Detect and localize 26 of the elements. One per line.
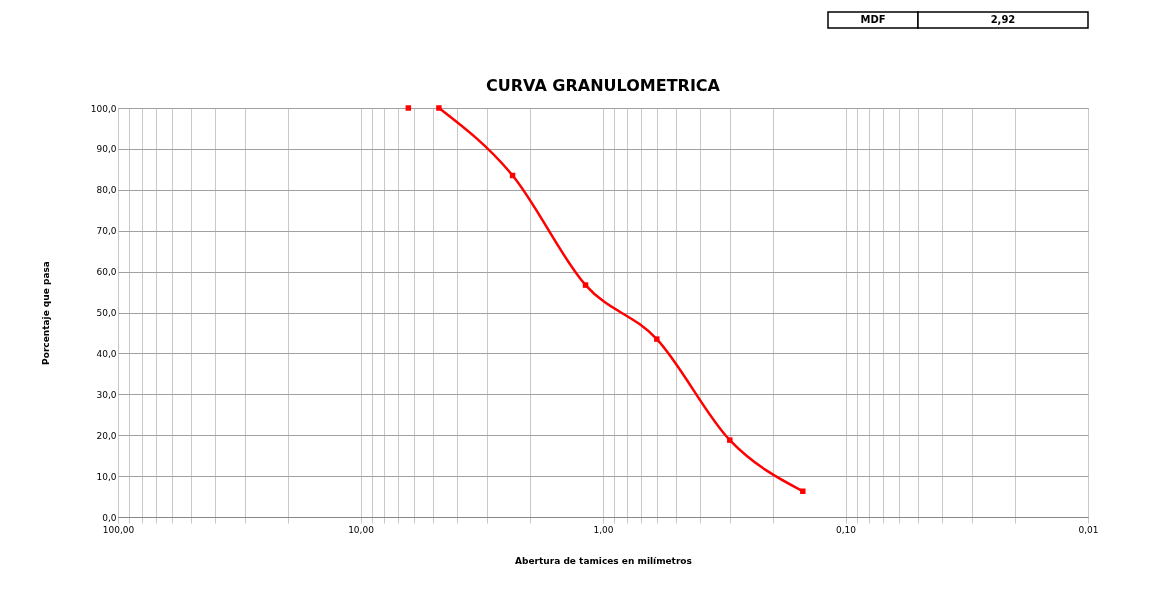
- y-tick-label: 30,0: [96, 389, 117, 400]
- point: [727, 437, 733, 443]
- y-tick-label: 100,0: [90, 103, 117, 114]
- chart-title: CURVA GRANULOMETRICA: [486, 76, 721, 95]
- y-tick-label: 70,0: [96, 226, 117, 237]
- y-tick-label: 20,0: [96, 430, 117, 441]
- point: [654, 336, 660, 342]
- x-tick-label: 0,01: [1078, 524, 1099, 535]
- x-axis-title: Abertura de tamices en milímetros: [515, 555, 692, 566]
- y-tick-label: 90,0: [96, 144, 117, 155]
- x-tick-label: 0,10: [835, 524, 857, 535]
- x-tick-label: 10,00: [348, 524, 375, 535]
- point: [436, 105, 442, 111]
- y-tick-label: 60,0: [96, 267, 117, 278]
- y-tick-label: 50,0: [96, 308, 117, 318]
- y-axis-title: Porcentaje que pasa: [40, 261, 51, 365]
- y-tick-label: 80,0: [96, 185, 117, 196]
- point: [582, 282, 589, 288]
- y-tick-label: 0,0: [102, 512, 117, 523]
- text: MDF: [860, 14, 886, 25]
- y-tick-label: 10,0: [96, 471, 117, 482]
- x-tick-label: 1,00: [593, 524, 614, 535]
- y-tick-label: 40,0: [96, 348, 117, 359]
- point: [800, 488, 806, 494]
- x-tick-label: 100,00: [102, 524, 135, 535]
- text: 2,92: [990, 14, 1016, 25]
